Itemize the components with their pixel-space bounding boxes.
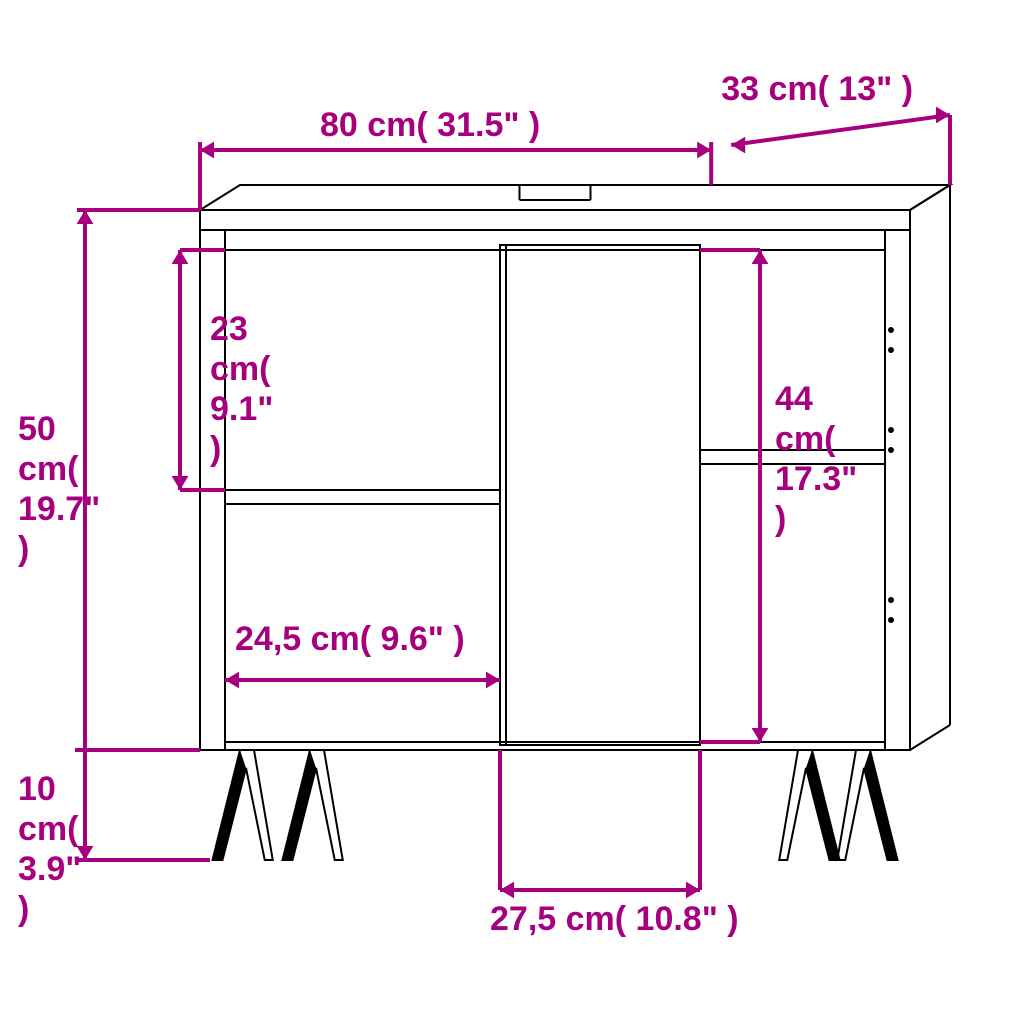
svg-text:33 cm( 13" ): 33 cm( 13" ) bbox=[721, 70, 913, 108]
svg-text:cm(: cm( bbox=[775, 420, 836, 458]
svg-text:): ) bbox=[18, 890, 29, 928]
svg-text:cm(: cm( bbox=[18, 450, 79, 488]
svg-text:27,5 cm( 10.8" ): 27,5 cm( 10.8" ) bbox=[490, 900, 739, 938]
svg-text:19.7": 19.7" bbox=[18, 490, 100, 528]
svg-text:10: 10 bbox=[18, 770, 56, 808]
svg-text:): ) bbox=[775, 500, 786, 538]
svg-text:cm(: cm( bbox=[18, 810, 79, 848]
svg-text:23: 23 bbox=[210, 310, 248, 348]
svg-text:44: 44 bbox=[775, 380, 813, 418]
svg-text:): ) bbox=[210, 430, 221, 468]
svg-text:24,5 cm( 9.6" ): 24,5 cm( 9.6" ) bbox=[235, 620, 465, 658]
svg-text:): ) bbox=[18, 530, 29, 568]
svg-text:17.3": 17.3" bbox=[775, 460, 857, 498]
svg-text:3.9": 3.9" bbox=[18, 850, 81, 888]
svg-text:9.1": 9.1" bbox=[210, 390, 273, 428]
svg-text:50: 50 bbox=[18, 410, 56, 448]
svg-text:cm(: cm( bbox=[210, 350, 271, 388]
svg-text:80 cm( 31.5" ): 80 cm( 31.5" ) bbox=[320, 106, 540, 144]
